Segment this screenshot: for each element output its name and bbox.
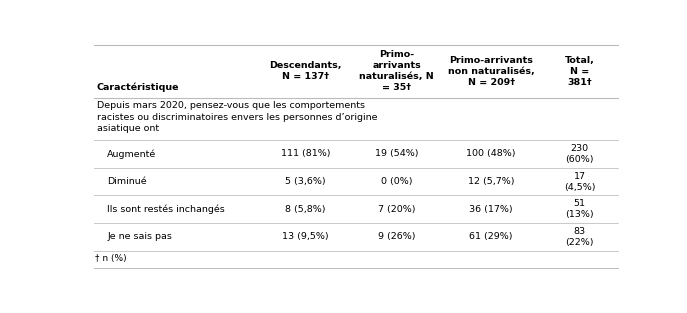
Text: Descendants,
N = 137†: Descendants, N = 137† xyxy=(269,61,341,81)
Text: Primo-arrivants
non naturalisés,
N = 209†: Primo-arrivants non naturalisés, N = 209… xyxy=(448,56,534,87)
Text: Ils sont restés inchangés: Ils sont restés inchangés xyxy=(107,204,225,214)
Text: Depuis mars 2020, pensez-vous que les comportements
racistes ou discriminatoires: Depuis mars 2020, pensez-vous que les co… xyxy=(96,101,377,133)
Text: Total,
N =
381†: Total, N = 381† xyxy=(565,56,594,87)
Text: Augmenté: Augmenté xyxy=(107,149,157,159)
Text: 0 (0%): 0 (0%) xyxy=(381,177,412,186)
Text: 9 (26%): 9 (26%) xyxy=(378,233,416,242)
Text: 111 (81%): 111 (81%) xyxy=(281,149,330,158)
Text: 61 (29%): 61 (29%) xyxy=(469,233,513,242)
Text: Primo-
arrivants
naturalisés, N
= 35†: Primo- arrivants naturalisés, N = 35† xyxy=(359,50,434,92)
Text: 13 (9,5%): 13 (9,5%) xyxy=(282,233,329,242)
Text: 17
(4,5%): 17 (4,5%) xyxy=(564,172,595,192)
Text: 230
(60%): 230 (60%) xyxy=(565,144,594,164)
Text: 5 (3,6%): 5 (3,6%) xyxy=(285,177,326,186)
Text: Je ne sais pas: Je ne sais pas xyxy=(107,233,172,242)
Text: 100 (48%): 100 (48%) xyxy=(466,149,516,158)
Text: 19 (54%): 19 (54%) xyxy=(375,149,418,158)
Text: † n (%): † n (%) xyxy=(95,254,126,264)
Text: 83
(22%): 83 (22%) xyxy=(565,227,594,247)
Text: 36 (17%): 36 (17%) xyxy=(469,205,513,214)
Text: 51
(13%): 51 (13%) xyxy=(565,199,594,219)
Text: 8 (5,8%): 8 (5,8%) xyxy=(285,205,326,214)
Text: 7 (20%): 7 (20%) xyxy=(378,205,416,214)
Text: Diminué: Diminué xyxy=(107,177,147,186)
Text: Caractéristique: Caractéristique xyxy=(96,82,179,92)
Text: 12 (5,7%): 12 (5,7%) xyxy=(468,177,515,186)
